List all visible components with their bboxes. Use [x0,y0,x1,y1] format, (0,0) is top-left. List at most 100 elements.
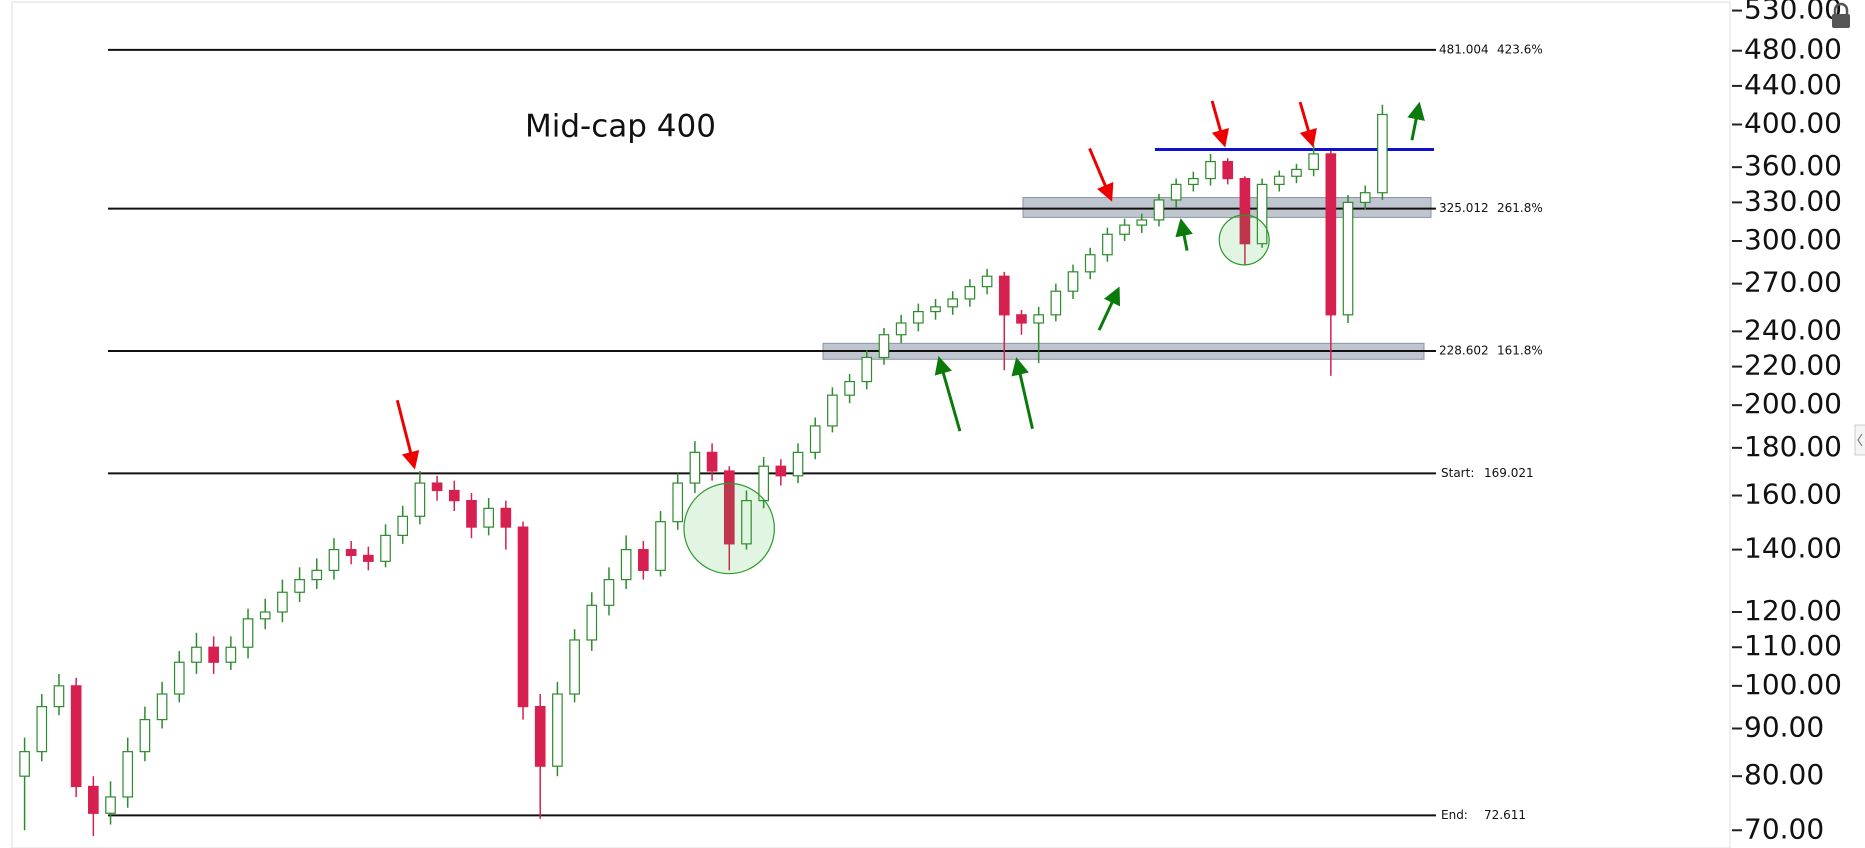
candle-body [328,548,340,571]
candle-body [173,661,185,695]
green-arrow [1175,218,1193,251]
candle-body [1153,199,1165,221]
candle-body [448,489,460,502]
candle-body [809,425,821,453]
candle-body [1342,201,1354,316]
candle-body [311,569,323,581]
red-arrow [395,399,420,470]
candle-body [758,465,769,502]
candle-body [1205,160,1216,180]
candle-body [53,685,65,708]
candle-body [1119,224,1130,235]
candle-body [500,507,512,528]
candle-body [1256,183,1268,245]
candle-body [191,646,202,663]
level-ratio: 423.6% [1497,42,1543,56]
candle-body [397,515,409,536]
level-name: End: [1441,808,1468,822]
green-arrow [1407,101,1425,141]
y-tick-label: 220.00 [1744,349,1842,382]
candle-body [431,482,443,492]
candle-body [1325,153,1337,316]
candle-body [655,521,666,571]
candle-body [844,380,855,396]
chart-title: Mid-cap 400 [525,109,716,145]
y-tick-label: 110.00 [1744,629,1842,662]
candle-body [208,646,219,663]
candle-body [483,507,494,528]
y-tick-label: 300.00 [1744,223,1842,256]
highlight-circle [1218,214,1270,266]
candle-body [1359,192,1371,204]
y-tick-label: 100.00 [1744,668,1842,701]
candle-body [414,482,426,517]
candle-body [964,286,976,300]
candle-body [552,693,563,767]
candle-body [363,554,374,562]
candle-body [1102,233,1113,256]
candle-body [242,618,254,648]
y-tick-label: 330.00 [1744,184,1842,217]
side-tab-icon [1857,433,1863,447]
candle-body [586,604,598,641]
y-tick-label: 400.00 [1744,107,1842,140]
candle-body [947,298,959,308]
annotations [395,100,1425,575]
candle-body [105,796,116,814]
y-tick-label: 70.00 [1744,812,1824,845]
candle-body [827,394,838,427]
side-tab[interactable] [1854,424,1865,456]
candle-body [36,706,48,753]
level-value: 228.602 [1439,344,1489,358]
y-tick-label: 530.00 [1744,0,1842,26]
y-tick-label: 480.00 [1744,33,1842,66]
candle-body [380,534,391,562]
candle-body [156,693,168,721]
candle-body [1084,254,1096,273]
candle-body [706,451,718,472]
level-value: 325.012 [1439,201,1489,215]
candle-body [70,685,82,788]
plot-area [11,1,1731,848]
candle-body [534,706,546,767]
y-tick-label: 90.00 [1744,711,1824,744]
level-ratio: 161.8% [1497,344,1543,358]
level-name: Start: [1441,466,1474,480]
y-tick-label: 160.00 [1744,478,1842,511]
highlight-circle [683,482,775,575]
red-arrow [1210,100,1229,148]
green-arrow [934,356,962,432]
y-tick-label: 240.00 [1744,313,1842,346]
level-ratio: 261.8% [1497,201,1543,215]
candle-body [981,275,993,288]
candle-body [225,646,237,663]
candle-body [672,482,684,523]
candle-body [517,526,529,708]
candle-body [620,548,632,581]
candle-body [139,719,151,753]
candle-body [294,579,305,593]
y-tick-label: 180.00 [1744,430,1842,463]
y-tick-label: 440.00 [1744,68,1842,101]
red-arrow [1088,147,1114,202]
candle-body [1188,177,1199,186]
candle-body [1067,271,1079,292]
candle-body [1273,175,1285,186]
candle-body [259,611,271,620]
candle-body [741,500,752,545]
y-tick-label: 360.00 [1744,149,1842,182]
candle-body [1170,183,1182,201]
candle-body [569,639,580,695]
candle-body [1291,168,1302,177]
candle-body [723,470,735,545]
candle-body [913,310,924,324]
candle-body [277,591,288,613]
lock-icon[interactable] [1832,2,1850,28]
candle-body [792,451,804,477]
green-arrow [1097,286,1121,331]
level-value: 72.611 [1484,808,1526,822]
candle-body [603,579,615,606]
candle-body [895,322,907,336]
candle-body [122,751,134,798]
